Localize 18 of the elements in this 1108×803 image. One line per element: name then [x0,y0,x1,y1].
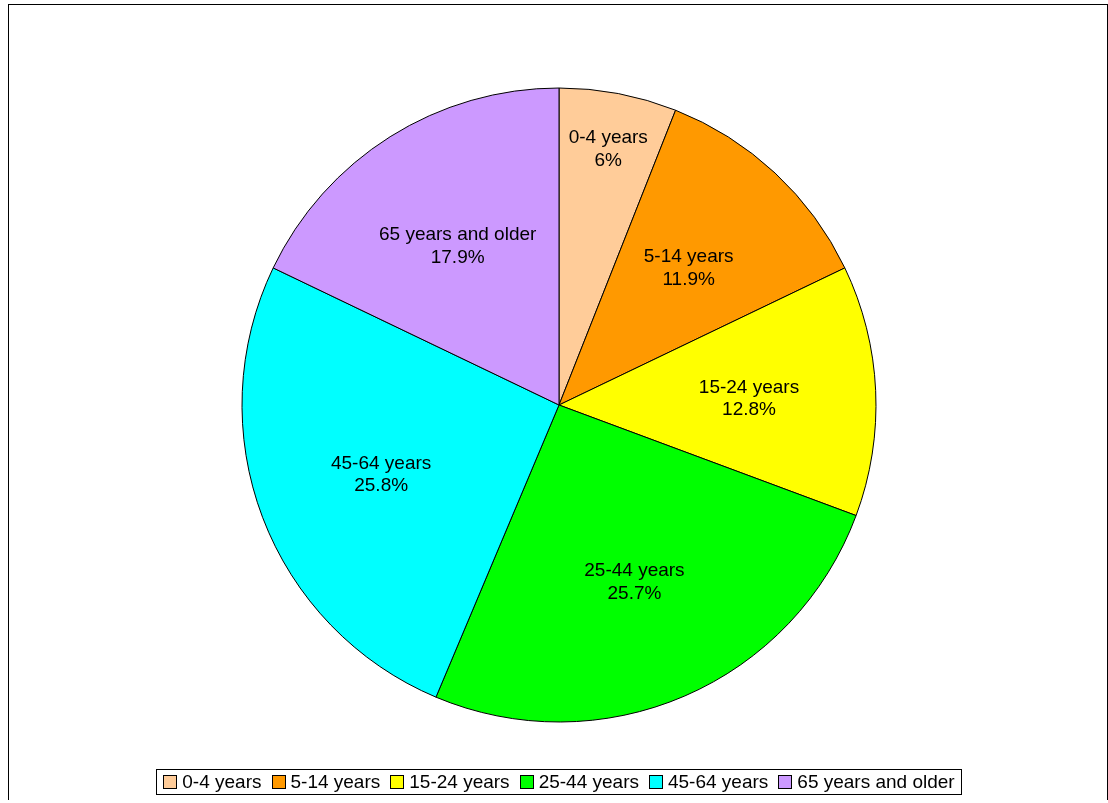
data-label: 11.9% [662,267,715,289]
legend-label: 65 years and older [797,771,955,793]
legend-label: 25-44 years [538,771,639,793]
legend-label: 5-14 years [290,771,381,793]
slice-label: 0-4 years [568,125,648,147]
slice-label: 65 years and older [378,223,538,245]
data-label: 17.9% [430,246,485,268]
slice-label: 25-44 years [584,558,685,580]
legend-label: 0-4 years [182,771,262,793]
slice-label: 15-24 years [698,375,800,397]
data-label: 12.8% [722,398,777,420]
data-label: 25.8% [354,474,409,496]
legend-label: 15-24 years [409,771,510,793]
slice-label: 5-14 years [643,245,734,267]
data-label: 6% [594,148,623,170]
legend-label: 45-64 years [667,771,769,793]
slice-label: 45-64 years [330,451,432,473]
data-label: 25.7% [607,581,662,603]
